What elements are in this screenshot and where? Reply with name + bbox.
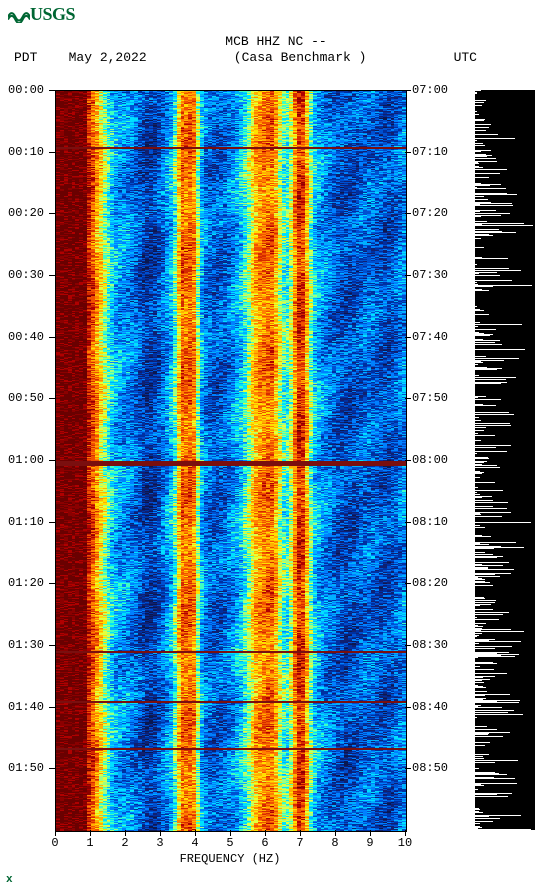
page: USGS MCB HHZ NC -- PDT May 2,2022 (Casa … [0,0,552,893]
y-right-label: 07:30 [412,268,448,282]
y-right-label: 07:10 [412,145,448,159]
y-right-label: 08:20 [412,576,448,590]
date: May 2,2022 [69,50,147,65]
y-left-label: 00:00 [8,83,44,97]
x-tick-label: 6 [261,836,268,850]
site-name: (Casa Benchmark ) [234,50,367,66]
y-left-label: 00:20 [8,206,44,220]
x-tick-label: 10 [398,836,412,850]
y-left-label: 01:50 [8,761,44,775]
y-left-label: 00:30 [8,268,44,282]
y-right-label: 07:00 [412,83,448,97]
x-tick-label: 5 [226,836,233,850]
usgs-logo: USGS [8,4,75,25]
y-left-label: 00:40 [8,330,44,344]
y-right-label: 08:50 [412,761,448,775]
y-right-label: 08:40 [412,700,448,714]
x-tick-label: 8 [331,836,338,850]
y-right-label: 07:40 [412,330,448,344]
x-tick-label: 7 [296,836,303,850]
amplitude-panel [475,90,535,830]
x-tick-label: 1 [86,836,93,850]
y-left-label: 01:40 [8,700,44,714]
spectrogram [55,90,407,832]
y-right-label: 08:10 [412,515,448,529]
header: MCB HHZ NC -- PDT May 2,2022 (Casa Bench… [0,34,552,65]
tz-right: UTC [454,50,477,66]
footer-mark: x [6,874,13,886]
y-right-label: 08:00 [412,453,448,467]
y-left-label: 00:10 [8,145,44,159]
y-left-label: 00:50 [8,391,44,405]
y-left-label: 01:00 [8,453,44,467]
y-right-label: 07:20 [412,206,448,220]
x-tick-label: 3 [156,836,163,850]
logo-text: USGS [30,4,75,25]
y-left-label: 01:10 [8,515,44,529]
x-tick-label: 0 [51,836,58,850]
y-left-label: 01:30 [8,638,44,652]
x-tick-label: 9 [366,836,373,850]
x-tick-label: 4 [191,836,198,850]
tz-left: PDT [14,50,37,65]
x-axis-label: FREQUENCY (HZ) [55,852,405,866]
station-id: MCB HHZ NC -- [225,34,326,50]
y-right-label: 08:30 [412,638,448,652]
y-right-label: 07:50 [412,391,448,405]
x-tick-label: 2 [121,836,128,850]
y-left-label: 01:20 [8,576,44,590]
logo-wave-icon [8,7,30,23]
